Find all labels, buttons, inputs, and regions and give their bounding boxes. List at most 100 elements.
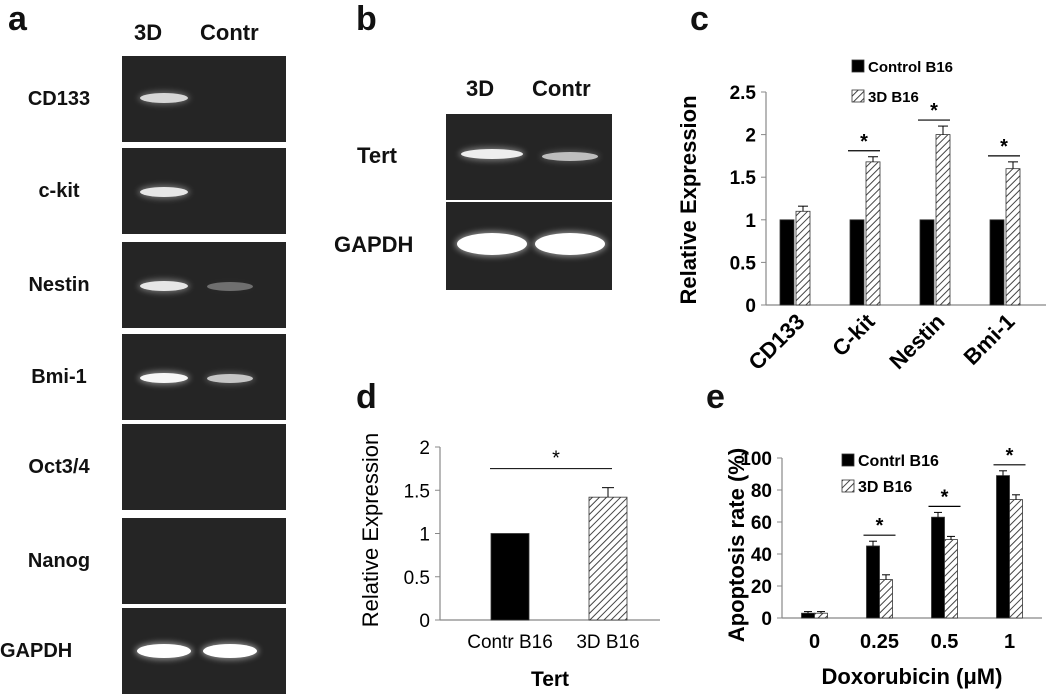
chart-c-ytick-label: 1.5 xyxy=(730,168,757,189)
chart-e-ytick-label: 0 xyxy=(761,609,772,630)
chart-c-bar xyxy=(795,210,811,306)
chart-e-bar xyxy=(801,612,815,619)
gene-label-gapdh: GAPDH xyxy=(0,640,73,662)
chart-c-bar xyxy=(779,219,795,306)
gel-band-3d xyxy=(140,187,188,197)
gel-band-3d xyxy=(137,644,191,658)
chart-d-ytick-label: 1 xyxy=(419,525,430,546)
chart-c-bar xyxy=(1005,168,1021,306)
chart-e-bar xyxy=(866,545,880,619)
lane-header-3d: 3D xyxy=(134,20,163,45)
gel-band-3d xyxy=(461,149,523,159)
chart-d-ylabel: Relative Expression xyxy=(358,433,383,627)
chart-c-category-label: Bmi-1 xyxy=(959,309,1020,370)
chart-c-legend-swatch xyxy=(851,59,865,73)
panel-b-letter: b xyxy=(356,0,377,38)
chart-e-bar xyxy=(944,539,958,619)
chart-e-ytick-label: 60 xyxy=(751,513,772,534)
gene-label-oct3-4: Oct3/4 xyxy=(28,456,90,478)
chart-c-legend-swatch xyxy=(851,89,865,103)
gene-label-b-tert: Tert xyxy=(357,143,397,168)
chart-c-bar xyxy=(919,219,935,306)
gel-strip-c-kit xyxy=(122,148,286,234)
chart-c-category-label: CD133 xyxy=(743,309,809,375)
chart-e-bar xyxy=(996,475,1010,619)
chart-c-bar xyxy=(865,161,881,306)
gene-label-cd133: CD133 xyxy=(27,88,91,110)
chart-e-category-label: 0.5 xyxy=(931,631,959,653)
gene-label-bmi-1: Bmi-1 xyxy=(31,366,87,388)
gene-label-nestin: Nestin xyxy=(28,274,90,296)
lane-header-3d-b: 3D xyxy=(466,76,495,101)
gel-band-3d xyxy=(457,233,527,255)
gel-strip-nanog xyxy=(122,518,286,604)
chart-c-bar xyxy=(849,219,865,306)
chart-e-sig-star: * xyxy=(876,515,884,537)
chart-e-category-label: 1 xyxy=(1004,631,1015,653)
chart-c-category-label: Nestin xyxy=(884,309,949,374)
chart-e-ytick-label: 40 xyxy=(751,545,772,566)
gel-strip-b-tert xyxy=(446,114,612,200)
chart-d-sig-star: * xyxy=(552,448,560,470)
chart-d-ytick-label: 0.5 xyxy=(404,568,430,589)
chart-e-category-label: 0.25 xyxy=(860,631,899,653)
gel-strip-b-gapdh xyxy=(446,202,612,290)
chart-c-ytick-label: 2.5 xyxy=(730,83,757,104)
chart-d: 0 0.5 1 1.5 2 Relative Expression Contr B16 3D … xyxy=(358,433,660,691)
chart-e-sig-star: * xyxy=(941,486,949,508)
chart-e-sig-star: * xyxy=(1006,445,1014,467)
chart-c-ytick-label: 0.5 xyxy=(730,253,757,274)
chart-e-bar xyxy=(931,516,945,619)
chart-c-ylabel: Relative Expression xyxy=(676,95,701,304)
chart-d-bar xyxy=(490,533,530,621)
gel-band-3d xyxy=(140,373,188,383)
chart-c-category-label: C-kit xyxy=(827,308,880,361)
chart-c-sig-star: * xyxy=(860,131,868,153)
gene-label-b-gapdh: GAPDH xyxy=(334,232,414,257)
chart-c-sig-star: * xyxy=(1000,136,1008,158)
chart-e-bar xyxy=(1009,499,1023,619)
gel-strip-gapdh xyxy=(122,608,286,694)
chart-e-category-label: 0 xyxy=(809,631,820,653)
gel-band-contr xyxy=(542,151,598,161)
chart-d-bar xyxy=(588,496,628,621)
chart-c-bar xyxy=(935,134,951,306)
chart-c-ytick-label: 1 xyxy=(745,211,756,232)
gene-label-c-kit: c-kit xyxy=(38,180,80,202)
gel-band-3d xyxy=(140,93,188,103)
chart-d-ytick-label: 2 xyxy=(419,438,430,459)
gel-band-contr xyxy=(203,644,257,658)
chart-d-ytick-label: 1.5 xyxy=(404,481,430,502)
chart-e-legend-swatch xyxy=(841,479,855,493)
chart-c-bar xyxy=(989,219,1005,306)
chart-e-legend-label: Contrl B16 xyxy=(858,453,939,470)
chart-e-bar xyxy=(814,612,828,619)
chart-c: 0 0.5 1 1.5 2 2.5 Relative Expression CD133 * C-k… xyxy=(676,59,1046,375)
panel-a-letter: a xyxy=(8,0,27,38)
gel-strip-oct3-4 xyxy=(122,424,286,510)
chart-e-ylabel: Apoptosis rate (%) xyxy=(724,448,749,642)
chart-d-category-label: 3D B16 xyxy=(576,632,639,653)
panel-c-letter: c xyxy=(690,0,709,38)
chart-d-ytick-label: 0 xyxy=(419,611,430,632)
chart-c-sig-star: * xyxy=(930,100,938,122)
chart-e-legend-label: 3D B16 xyxy=(858,479,912,496)
chart-e-ytick-label: 20 xyxy=(751,577,772,598)
chart-c-ytick-label: 0 xyxy=(745,296,756,317)
panel-e-letter: e xyxy=(706,378,725,416)
gel-band-contr xyxy=(207,281,253,291)
gel-strip-nestin xyxy=(122,242,286,328)
gel-strip-bmi-1 xyxy=(122,334,286,420)
panel-d-letter: d xyxy=(356,378,377,416)
gel-band-3d xyxy=(140,281,188,291)
chart-c-legend-label: 3D B16 xyxy=(868,89,919,106)
lane-header-contr: Contr xyxy=(200,20,259,45)
gene-label-nanog: Nanog xyxy=(27,550,91,572)
gel-band-contr xyxy=(535,233,605,255)
chart-e-bar xyxy=(879,579,893,619)
chart-e-ytick-label: 80 xyxy=(751,481,772,502)
chart-e-xlabel: Doxorubicin (μM) xyxy=(822,664,1003,689)
chart-d-xlabel: Tert xyxy=(531,668,569,691)
